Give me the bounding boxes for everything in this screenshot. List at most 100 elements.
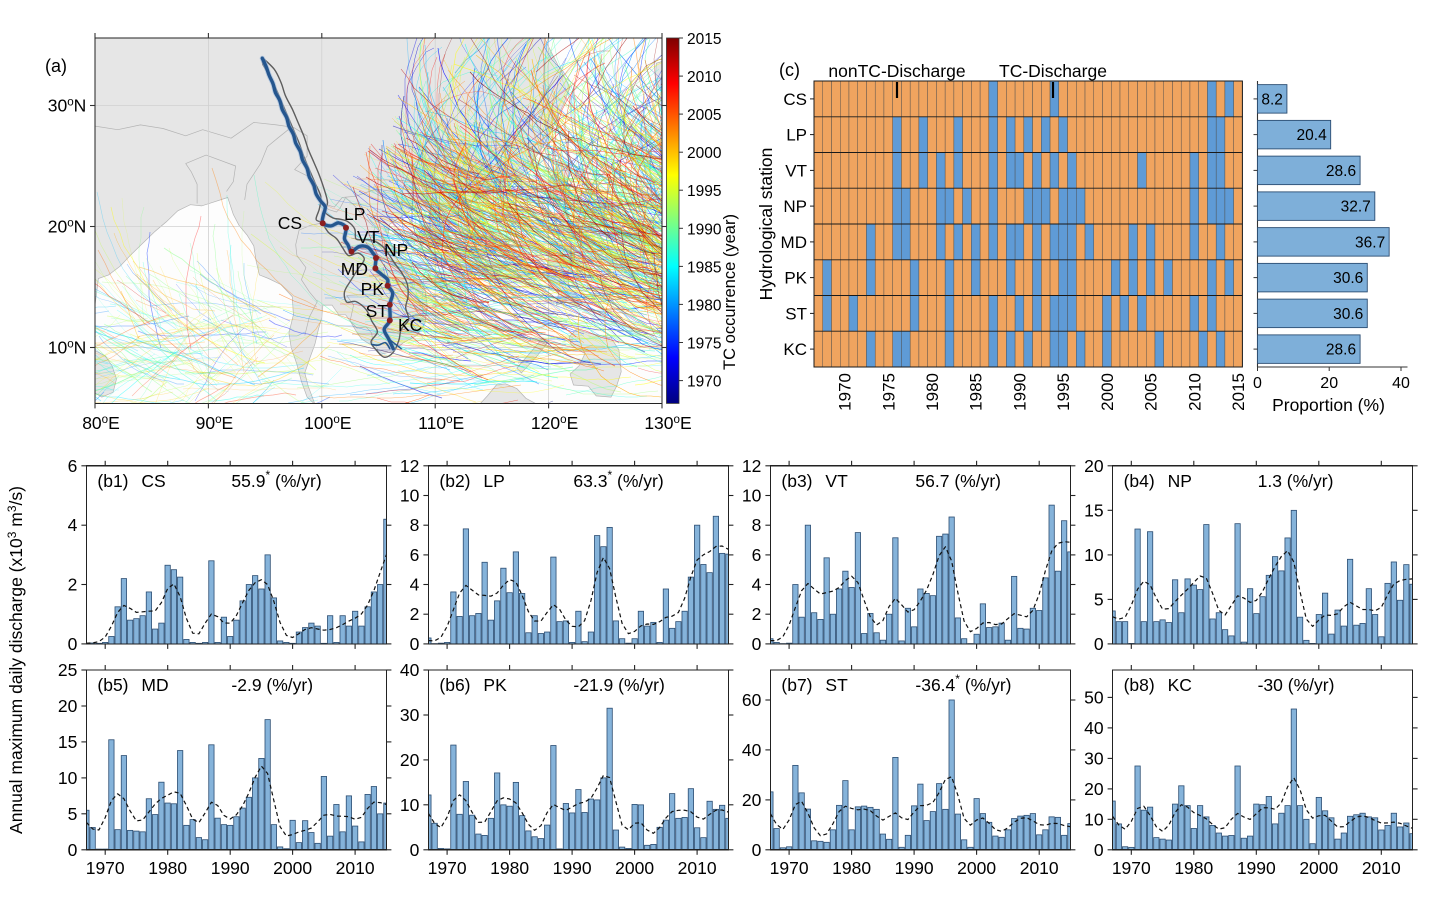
svg-text:1980: 1980 (148, 858, 187, 878)
svg-text:-2.9 (%/yr): -2.9 (%/yr) (231, 675, 313, 695)
svg-text:32.7: 32.7 (1341, 199, 1371, 216)
svg-text:1975: 1975 (687, 336, 721, 353)
svg-text:NP: NP (1168, 471, 1192, 491)
svg-text:VT: VT (357, 227, 380, 247)
svg-text:1975: 1975 (879, 373, 898, 411)
svg-text:LP: LP (344, 204, 365, 224)
svg-text:1980: 1980 (923, 373, 942, 411)
svg-text:30: 30 (1084, 748, 1104, 768)
svg-text:0: 0 (1094, 840, 1104, 860)
svg-text:1980: 1980 (1174, 858, 1213, 878)
svg-text:1970: 1970 (428, 858, 467, 878)
svg-text:1980: 1980 (687, 297, 722, 314)
svg-text:2000: 2000 (1098, 373, 1117, 411)
svg-text:Hydrological station: Hydrological station (756, 148, 776, 301)
svg-text:LP: LP (786, 126, 807, 145)
svg-text:Annual maximum daily discharge: Annual maximum daily discharge (x103 m3/… (5, 486, 26, 834)
svg-text:2000: 2000 (615, 858, 654, 878)
svg-text:40: 40 (400, 660, 420, 680)
svg-text:10: 10 (742, 486, 762, 506)
svg-text:PK: PK (361, 279, 385, 299)
svg-text:0: 0 (410, 840, 420, 860)
svg-text:30.6: 30.6 (1333, 270, 1363, 287)
svg-text:20: 20 (1084, 456, 1104, 476)
svg-text:ST: ST (366, 301, 389, 321)
svg-text:(b7): (b7) (781, 675, 812, 695)
svg-text:2010: 2010 (687, 69, 722, 86)
svg-text:20: 20 (58, 696, 78, 716)
svg-text:0: 0 (752, 840, 762, 860)
svg-text:MD: MD (141, 675, 168, 695)
svg-text:15: 15 (58, 732, 77, 752)
svg-text:2010: 2010 (1020, 858, 1059, 878)
svg-text:2000: 2000 (1299, 858, 1338, 878)
svg-text:(b2): (b2) (439, 471, 470, 491)
svg-text:(a): (a) (45, 56, 67, 76)
svg-text:25: 25 (58, 660, 77, 680)
svg-text:2: 2 (752, 604, 762, 624)
svg-text:5: 5 (1094, 589, 1104, 609)
svg-text:10: 10 (400, 795, 420, 815)
svg-text:0: 0 (68, 634, 78, 654)
svg-text:55.9* (%/yr): 55.9* (%/yr) (231, 468, 321, 491)
svg-text:ST: ST (825, 675, 848, 695)
svg-text:1985: 1985 (967, 373, 986, 411)
svg-text:20: 20 (1084, 779, 1104, 799)
svg-text:2015: 2015 (687, 31, 721, 48)
svg-text:4: 4 (410, 575, 420, 595)
svg-text:40: 40 (742, 740, 762, 760)
svg-text:ST: ST (785, 304, 807, 323)
svg-text:CS: CS (783, 90, 807, 109)
svg-text:8.2: 8.2 (1261, 91, 1283, 108)
svg-text:28.6: 28.6 (1326, 163, 1356, 180)
svg-text:28.6: 28.6 (1326, 342, 1356, 359)
svg-text:15: 15 (1084, 500, 1103, 520)
svg-text:1970: 1970 (687, 374, 722, 391)
svg-text:VT: VT (785, 161, 807, 180)
svg-text:TC-Discharge: TC-Discharge (999, 61, 1107, 81)
svg-text:1970: 1970 (770, 858, 809, 878)
svg-text:100oE: 100oE (304, 413, 351, 433)
svg-text:TC occurrence (year): TC occurrence (year) (721, 214, 739, 370)
svg-text:12: 12 (400, 456, 419, 476)
svg-text:2000: 2000 (273, 858, 312, 878)
svg-text:MD: MD (341, 259, 368, 279)
svg-text:KC: KC (398, 315, 422, 335)
svg-text:120oE: 120oE (531, 413, 578, 433)
svg-text:1995: 1995 (1054, 373, 1073, 411)
svg-text:1990: 1990 (895, 858, 934, 878)
svg-text:-30 (%/yr): -30 (%/yr) (1258, 675, 1335, 695)
svg-text:30: 30 (400, 705, 420, 725)
svg-text:10: 10 (1084, 545, 1104, 565)
svg-text:-21.9 (%/yr): -21.9 (%/yr) (573, 675, 664, 695)
svg-text:2000: 2000 (957, 858, 996, 878)
svg-text:2010: 2010 (336, 858, 375, 878)
svg-text:10: 10 (400, 486, 420, 506)
svg-text:PK: PK (483, 675, 507, 695)
svg-text:1990: 1990 (553, 858, 592, 878)
svg-text:6: 6 (752, 545, 762, 565)
svg-text:1995: 1995 (687, 183, 721, 200)
svg-text:36.7: 36.7 (1355, 234, 1385, 251)
svg-text:(b8): (b8) (1124, 675, 1155, 695)
svg-text:80oE: 80oE (82, 413, 120, 433)
svg-text:0: 0 (68, 840, 78, 860)
svg-text:10: 10 (58, 768, 78, 788)
svg-text:(b6): (b6) (439, 675, 470, 695)
svg-text:1970: 1970 (1112, 858, 1151, 878)
svg-text:30oN: 30oN (48, 96, 87, 116)
svg-text:(b4): (b4) (1124, 471, 1155, 491)
svg-text:20: 20 (400, 750, 420, 770)
svg-text:63.3* (%/yr): 63.3* (%/yr) (573, 468, 663, 491)
svg-text:NP: NP (783, 197, 807, 216)
svg-text:50: 50 (1084, 687, 1104, 707)
svg-text:CS: CS (141, 471, 165, 491)
svg-text:0: 0 (752, 634, 762, 654)
svg-text:2: 2 (410, 604, 420, 624)
svg-text:8: 8 (410, 515, 420, 535)
svg-text:1985: 1985 (687, 259, 721, 276)
svg-text:20.4: 20.4 (1297, 127, 1328, 144)
svg-text:1990: 1990 (1011, 373, 1030, 411)
svg-text:PK: PK (784, 269, 807, 288)
svg-text:(b1): (b1) (97, 471, 128, 491)
